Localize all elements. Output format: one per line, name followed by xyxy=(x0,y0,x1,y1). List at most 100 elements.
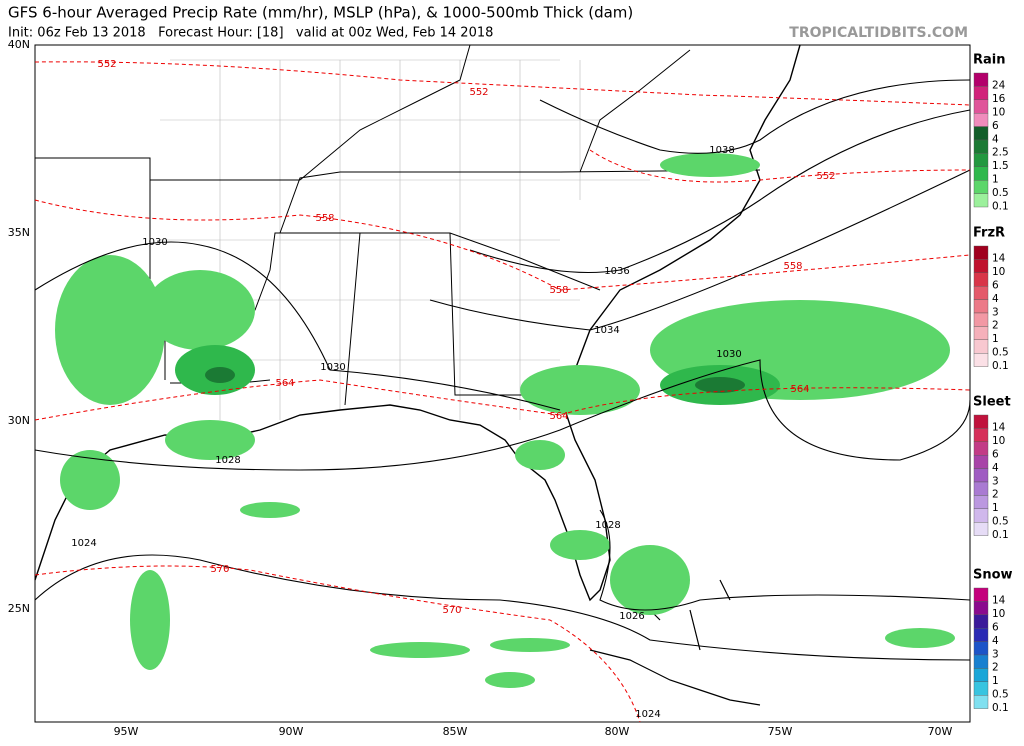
legend-label: 3 xyxy=(992,475,999,487)
legend-label: 14 xyxy=(992,422,1006,434)
thickness-label: 552 xyxy=(816,171,835,182)
lat-label: 25N xyxy=(8,602,30,615)
legend-swatch xyxy=(973,654,989,669)
legend-title: Rain xyxy=(973,53,1006,68)
legend-swatch xyxy=(973,179,989,194)
lon-label: 95W xyxy=(114,725,139,738)
isobar-label: 1026 xyxy=(619,611,644,622)
legend-swatch xyxy=(973,587,989,602)
legend-label: 4 xyxy=(992,133,999,145)
legend-label: 24 xyxy=(992,80,1006,92)
legend-label: 6 xyxy=(992,280,999,292)
legend-label: 6 xyxy=(992,449,999,461)
isobar-label: 1030 xyxy=(142,237,167,248)
legend-swatch xyxy=(973,339,989,354)
legend-swatch xyxy=(973,641,989,656)
legend-label: 16 xyxy=(992,93,1006,105)
legend-swatch xyxy=(973,601,989,616)
map-labels: 40N 35N 30N 25N 95W 90W 85W 80W 75W 70W … xyxy=(8,38,953,738)
isobar-label: 1030 xyxy=(320,362,345,373)
precipitation xyxy=(55,153,955,688)
legend-label: 0.1 xyxy=(992,529,1009,541)
lon-label: 70W xyxy=(928,725,953,738)
legend-label: 0.1 xyxy=(992,360,1009,372)
legend-label: 1 xyxy=(992,502,999,514)
legend-label: 0.5 xyxy=(992,689,1009,701)
legend-swatch xyxy=(973,481,989,496)
thickness-label: 570 xyxy=(442,605,461,616)
legend-swatch xyxy=(973,428,989,442)
thickness-label: 564 xyxy=(275,378,294,389)
legend-swatch xyxy=(973,414,989,429)
legend-label: 6 xyxy=(992,120,999,132)
legend-swatch xyxy=(973,193,989,208)
legend-swatch xyxy=(973,468,989,483)
legend-swatch xyxy=(973,272,989,287)
subtitle: Init: 06z Feb 13 2018 Forecast Hour: [18… xyxy=(8,26,493,41)
legend-swatch xyxy=(973,166,989,181)
legend-swatch xyxy=(973,326,989,340)
title: GFS 6-hour Averaged Precip Rate (mm/hr),… xyxy=(8,4,633,22)
legend-swatch xyxy=(973,353,989,367)
legend-label: 0.5 xyxy=(992,516,1009,528)
legend-label: 4 xyxy=(992,293,999,305)
lon-label: 75W xyxy=(768,725,793,738)
legend-swatch xyxy=(973,139,989,154)
lat-label: 30N xyxy=(8,414,30,427)
legend-label: 10 xyxy=(992,435,1005,447)
legend-label: 1 xyxy=(992,675,999,687)
isobar-label: 1034 xyxy=(594,325,619,336)
thickness-label: 570 xyxy=(210,564,229,575)
isobar-label: 1024 xyxy=(635,709,660,720)
legend-swatch xyxy=(973,508,989,523)
lon-label: 90W xyxy=(279,725,304,738)
thickness-label: 564 xyxy=(790,384,809,395)
legend-label: 10 xyxy=(992,107,1005,119)
thickness-label: 552 xyxy=(97,59,116,70)
lon-label: 85W xyxy=(443,725,468,738)
legend-swatch xyxy=(973,441,989,456)
legend-swatch xyxy=(973,86,989,101)
legend-label: 4 xyxy=(992,635,999,647)
legend-label: 4 xyxy=(992,462,999,474)
legend-swatch xyxy=(973,245,989,260)
legend-label: 0.1 xyxy=(992,702,1009,714)
lat-label: 35N xyxy=(8,226,30,239)
thickness-lines xyxy=(34,61,971,723)
legend-swatch xyxy=(973,72,989,87)
legend-swatch xyxy=(973,99,989,114)
legend-label: 10 xyxy=(992,266,1005,278)
legend-label: 6 xyxy=(992,622,999,634)
legend-swatch xyxy=(973,681,989,696)
legend-swatch xyxy=(973,695,989,709)
legend-label: 14 xyxy=(992,595,1006,607)
thickness-label: 564 xyxy=(549,411,568,422)
isobar-label: 1028 xyxy=(595,520,620,531)
legend-label: 1 xyxy=(992,174,999,186)
legend-label: 0.1 xyxy=(992,200,1009,212)
legend-swatch xyxy=(973,522,989,536)
map-area xyxy=(34,44,971,723)
legend-swatch xyxy=(973,495,989,509)
thickness-label: 558 xyxy=(315,213,334,224)
legend-label: 2 xyxy=(992,320,999,332)
isobars xyxy=(34,79,971,661)
legend-label: 2.5 xyxy=(992,147,1009,159)
isobar-label: 1030 xyxy=(716,349,741,360)
thickness-label: 558 xyxy=(549,285,568,296)
legend-swatch xyxy=(973,286,989,300)
legend-title: FrzR xyxy=(973,226,1005,241)
legend-swatch xyxy=(973,299,989,314)
legend-title: Snow xyxy=(973,568,1013,583)
legend-swatch xyxy=(973,668,989,683)
isobar-label: 1038 xyxy=(709,145,734,156)
isobar-label: 1028 xyxy=(215,455,240,466)
legend-label: 3 xyxy=(992,648,999,660)
thickness-label: 552 xyxy=(469,87,488,98)
legend-label: 1 xyxy=(992,333,999,345)
legend-swatch xyxy=(973,312,989,327)
legend-swatch xyxy=(973,126,989,141)
legend-swatch xyxy=(973,112,989,127)
legend-label: 0.5 xyxy=(992,347,1009,359)
coastline xyxy=(34,44,801,602)
